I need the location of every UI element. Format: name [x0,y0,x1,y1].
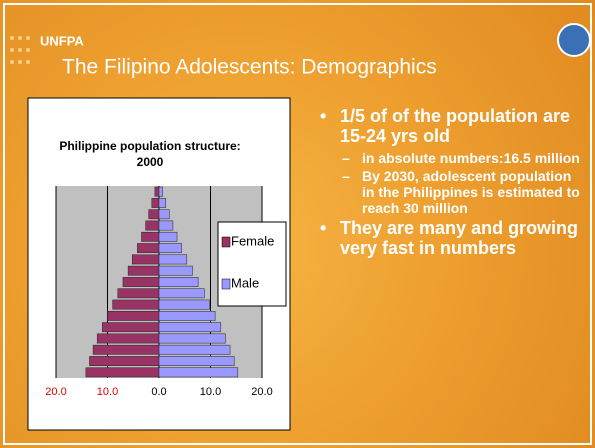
x-tick-label: 20.0 [45,386,66,398]
x-tick-label: 0.0 [151,386,166,398]
sub-bullet: in absolute numbers:16.5 million [318,150,586,166]
bar [158,288,205,299]
bar [158,243,182,254]
bar [158,299,210,310]
bar [158,254,188,265]
x-tick-label: 10.0 [97,386,118,398]
bar [117,288,160,299]
bar [92,344,160,355]
legend-label: Female [231,233,274,248]
legend-swatch [221,236,231,248]
bar [141,231,160,242]
bar [158,367,239,378]
legend-box [217,221,287,307]
logo-text: UNFPA [40,33,84,48]
bar [158,344,231,355]
slide-title: The Filipino Adolescents: Demographics [62,56,437,79]
bar [158,277,199,287]
logo-dots [10,36,30,64]
bar [158,186,163,197]
bar [158,220,174,231]
bar [158,356,235,366]
bullet: 1/5 of of the population are 15-24 yrs o… [318,106,586,146]
bar [137,243,160,254]
bullet: They are many and growing very fast in n… [318,218,586,258]
bar [158,265,193,276]
bar [154,186,160,197]
legend-label: Male [231,275,259,290]
legend-swatch [221,278,231,290]
x-tick-label: 20.0 [251,386,272,398]
sub-bullet: By 2030, adolescent population in the Ph… [318,168,586,216]
bar [151,198,160,208]
bar [122,277,160,287]
chart-title: Philippine population structure: 2000 [59,139,240,169]
bullet-list: 1/5 of of the population are 15-24 yrs o… [318,106,586,262]
bar [102,322,160,333]
bar [131,254,160,265]
bar [158,333,226,344]
bar [158,322,222,333]
bar [85,367,160,378]
bar [112,299,160,310]
bar [158,310,216,321]
x-tick-label: 10.0 [200,386,221,398]
bar [127,265,160,276]
bar [89,356,160,366]
bar [158,231,178,242]
slide-frame [3,3,592,445]
bar [96,333,160,344]
bar [158,198,166,208]
un-emblem [557,23,591,57]
bar [145,220,160,231]
bar [158,209,170,220]
bar [107,310,160,321]
bar [148,209,160,220]
